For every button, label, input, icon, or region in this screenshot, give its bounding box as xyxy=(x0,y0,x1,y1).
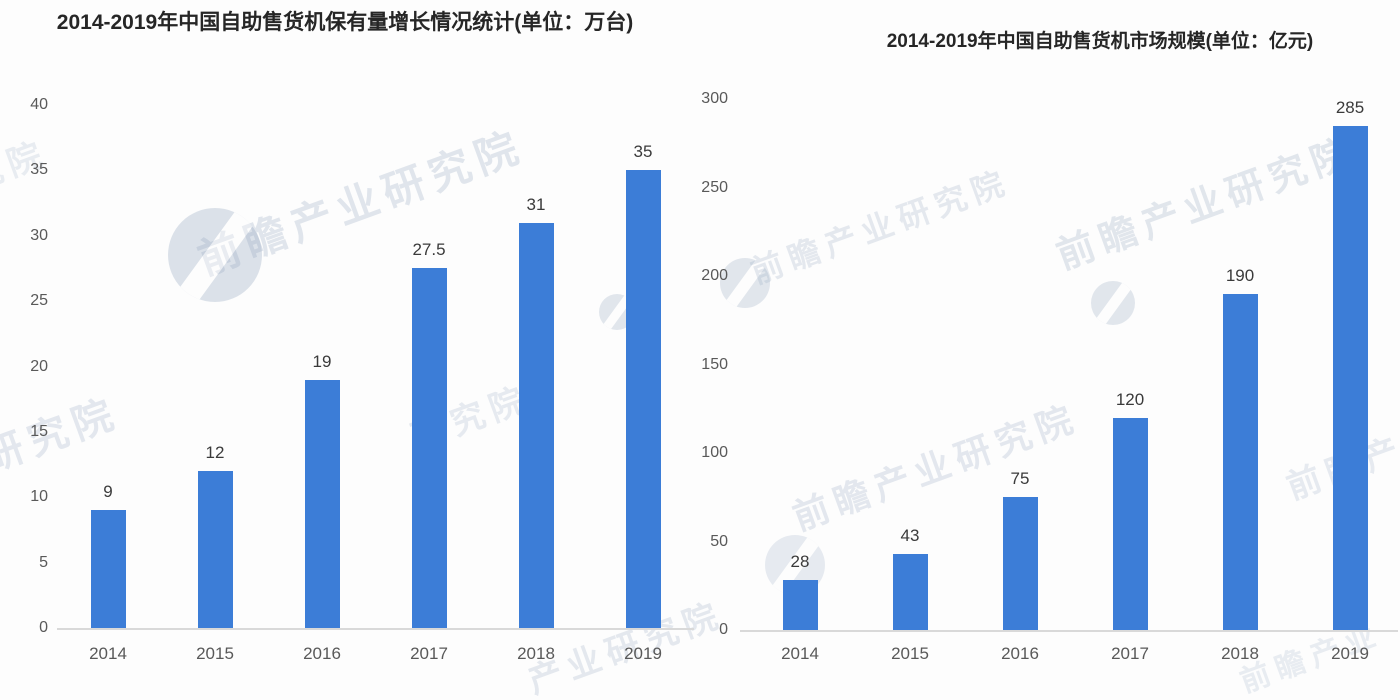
bar-value-label: 27.5 xyxy=(412,240,446,260)
x-tick-label: 2018 xyxy=(1221,644,1259,663)
bar-2015 xyxy=(197,471,233,628)
y-tick-label: 10 xyxy=(30,488,48,506)
y-tick-label: 150 xyxy=(701,355,728,373)
x-axis-line xyxy=(740,630,1398,632)
bar-2014 xyxy=(90,510,126,628)
bar-value-label: 43 xyxy=(900,525,920,545)
y-tick-label: 25 xyxy=(30,292,48,310)
y-tick-label: 30 xyxy=(30,226,48,244)
y-tick-label: 15 xyxy=(30,422,48,440)
y-tick-label: 20 xyxy=(30,357,48,375)
x-tick-label: 2019 xyxy=(1331,644,1369,663)
bar-2014 xyxy=(782,580,818,630)
bar-2018 xyxy=(518,222,554,628)
y-tick-label: 100 xyxy=(701,444,728,461)
bar-2016 xyxy=(304,379,340,628)
x-tick-label: 2014 xyxy=(781,644,819,663)
bar-value-label: 190 xyxy=(1225,265,1255,285)
bar-value-label: 12 xyxy=(205,443,225,463)
bar-2019 xyxy=(1332,125,1368,630)
y-tick-label: 50 xyxy=(710,532,728,550)
y-tick-label: 35 xyxy=(30,161,48,179)
y-tick-label: 250 xyxy=(701,178,728,196)
bar-value-label: 75 xyxy=(1010,469,1030,489)
bar-2017 xyxy=(1112,417,1148,630)
y-tick-label: 200 xyxy=(701,267,728,284)
bar-value-label: 31 xyxy=(526,194,546,214)
x-tick-label: 2019 xyxy=(624,644,662,663)
bar-2015 xyxy=(892,553,928,630)
x-tick-label: 2015 xyxy=(891,644,929,663)
x-tick-label: 2015 xyxy=(196,644,234,663)
x-tick-label: 2018 xyxy=(517,644,555,663)
bar-value-label: 19 xyxy=(312,351,332,371)
bar-value-label: 28 xyxy=(790,552,810,572)
x-tick-label: 2017 xyxy=(1111,644,1149,663)
x-tick-label: 2016 xyxy=(303,644,341,663)
bar-2016 xyxy=(1002,497,1038,630)
y-tick-label: 40 xyxy=(30,96,48,113)
bar-2018 xyxy=(1222,293,1258,630)
bar-value-label: 35 xyxy=(633,142,653,162)
chart-title-market-size: 2014-2019年中国自助售货机市场规模(单位：亿元) xyxy=(886,31,1314,52)
bar-2019 xyxy=(625,170,661,628)
y-tick-label: 300 xyxy=(701,90,728,107)
y-tick-label: 5 xyxy=(39,553,48,571)
x-tick-label: 2016 xyxy=(1001,644,1039,663)
bar-2017 xyxy=(411,268,447,628)
x-tick-label: 2017 xyxy=(410,644,448,663)
chart-title-holdings: 2014-2019年中国自助售货机保有量增长情况统计(单位：万台) xyxy=(56,11,634,34)
y-tick-label: 0 xyxy=(719,621,728,638)
chart-vending-holdings: 2014-2019年中国自助售货机保有量增长情况统计(单位：万台) 0 5 10 15… xyxy=(30,11,694,663)
x-axis-line xyxy=(57,628,694,630)
x-tick-label: 2014 xyxy=(89,644,127,663)
y-tick-label: 0 xyxy=(39,619,48,636)
chart-market-size: 2014-2019年中国自助售货机市场规模(单位：亿元) 0 50 100 150 20… xyxy=(700,0,1400,700)
bar-value-label: 285 xyxy=(1335,97,1365,117)
bar-value-label: 120 xyxy=(1115,389,1145,409)
bar-value-label: 9 xyxy=(103,482,113,502)
